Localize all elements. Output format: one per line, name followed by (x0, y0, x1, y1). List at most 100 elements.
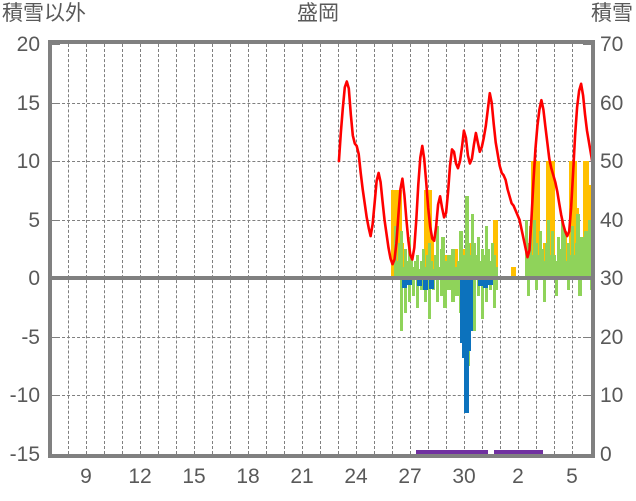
y-tick-left (52, 102, 60, 104)
snowfall-bar (401, 278, 407, 288)
precipitation-bar (423, 266, 427, 279)
precipitation-bar (530, 254, 535, 279)
precipitation-bar (469, 254, 473, 279)
x-axis-label: 24 (344, 465, 368, 488)
precipitation-bar (495, 266, 499, 279)
precipitation-bar (546, 219, 550, 279)
x-axis-label: 9 (80, 465, 92, 488)
precipitation-bar (540, 249, 544, 279)
precipitation-bar-negative (439, 278, 443, 296)
precipitation-bar-negative (495, 278, 499, 290)
y-tick-left (52, 336, 60, 338)
y-axis-label-left: -15 (9, 443, 40, 466)
snowfall-bar (416, 278, 422, 287)
snowdepth-segment (493, 450, 544, 454)
precipitation-bar (548, 254, 552, 279)
precipitation-bar (443, 260, 447, 279)
precipitation-bar (566, 243, 570, 279)
x-axis-label: 2 (512, 465, 524, 488)
sunshine-bar (426, 190, 432, 279)
precipitation-bar (491, 243, 495, 279)
precipitation-bar-negative (485, 278, 489, 302)
y-axis-label-right: 10 (600, 384, 624, 408)
precipitation-bar-negative (455, 278, 459, 296)
left-axis-title: 積雪以外 (2, 2, 86, 25)
precipitation-bar (421, 249, 425, 279)
precipitation-bar (467, 243, 471, 279)
precipitation-bar (407, 237, 411, 279)
zero-line (52, 276, 591, 281)
precipitation-bar (477, 237, 481, 279)
precipitation-bar (542, 260, 546, 279)
precipitation-bar (419, 260, 423, 279)
y-axis-label-right: 50 (600, 150, 624, 174)
precipitation-bar (572, 254, 576, 279)
precipitation-bar-negative (473, 278, 477, 331)
sunshine-bar (534, 161, 541, 279)
precipitation-bar (578, 254, 582, 279)
precipitation-bar (405, 260, 409, 279)
snowfall-bar (483, 278, 489, 288)
precipitation-bar (586, 249, 590, 279)
snowfall-bar (468, 278, 474, 331)
precipitation-bar (445, 266, 449, 279)
precipitation-bar (453, 266, 457, 279)
precipitation-bar (399, 231, 403, 279)
right-axis-title: 積雪 (591, 2, 633, 25)
y-tick-left (52, 161, 60, 163)
y-axis-label-left: 5 (28, 208, 40, 232)
precipitation-bar (439, 249, 443, 279)
precipitation-bar (417, 268, 421, 279)
precipitation-bar-negative (534, 278, 538, 290)
precipitation-bar (588, 219, 591, 279)
precipitation-bar (556, 237, 560, 279)
y-axis-label-left: 0 (28, 267, 40, 291)
precipitation-bar (415, 254, 419, 279)
precipitation-bar (457, 260, 461, 279)
x-axis-label: 21 (290, 465, 314, 488)
snowfall-bar (422, 278, 428, 290)
precipitation-bar (451, 249, 455, 279)
y-tick-right (583, 44, 591, 45)
precipitation-bar (409, 254, 413, 279)
sunshine-bar (492, 219, 499, 279)
y-tick-right (583, 102, 591, 104)
x-axis-label: 12 (128, 465, 152, 488)
precipitation-bar-negative (423, 278, 427, 302)
y-axis-label-right: 20 (600, 325, 624, 349)
precipitation-bar (471, 213, 475, 279)
precipitation-bar (459, 231, 463, 279)
precipitation-bar-negative (566, 278, 570, 290)
y-axis-label-left: 15 (16, 91, 40, 115)
x-axis-label: 5 (566, 465, 578, 488)
precipitation-bar (550, 231, 554, 279)
precipitation-bar (536, 254, 540, 279)
precipitation-bar-negative (493, 278, 497, 308)
precipitation-bar (447, 254, 451, 279)
y-tick-right (583, 336, 591, 338)
x-axis-label: 30 (452, 465, 476, 488)
precipitation-bar-negative (435, 278, 439, 302)
precipitation-bar-negative (427, 278, 431, 320)
temperature-series (337, 80, 591, 266)
precipitation-bar (558, 249, 562, 279)
precipitation-bar-negative (407, 278, 411, 302)
snowfall-bar (478, 278, 484, 287)
y-axis-label-right: 40 (600, 208, 624, 232)
precipitation-bar (560, 219, 564, 279)
y-axis-label-right: 30 (600, 267, 624, 291)
plot-inner (52, 44, 591, 454)
precipitation-bar (433, 254, 437, 279)
precipitation-bar (449, 266, 453, 279)
precipitation-bar (590, 243, 591, 279)
precipitation-bar-negative (415, 278, 419, 308)
x-axis-label: 27 (398, 465, 422, 488)
precipitation-bar (564, 260, 568, 279)
page-title: 盛岡 (297, 2, 339, 25)
precipitation-bar-negative (526, 278, 531, 296)
y-axis-label-left: -10 (9, 384, 40, 408)
precipitation-bar (473, 243, 477, 279)
precipitation-bar (534, 243, 538, 279)
precipitation-bar (475, 254, 479, 279)
precipitation-bar (574, 243, 578, 279)
